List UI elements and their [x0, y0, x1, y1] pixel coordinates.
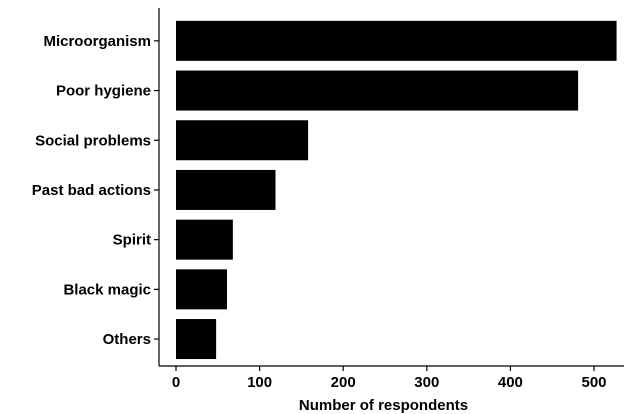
- y-tick-label: Social problems: [35, 132, 151, 149]
- bars-group: [176, 20, 617, 360]
- y-tick-label: Microorganism: [43, 33, 151, 50]
- y-tick-label: Poor hygiene: [56, 83, 151, 100]
- x-axis-ticks: 0 100 200 300 400 500: [172, 366, 607, 391]
- y-tick-label: Spirit: [113, 232, 151, 249]
- bar: [176, 120, 309, 161]
- y-tick-label: Black magic: [63, 281, 151, 298]
- x-tick-label: 300: [414, 374, 439, 391]
- bar: [176, 169, 276, 210]
- y-axis-ticks: Microorganism Poor hygiene Social problems…: [32, 33, 159, 348]
- x-tick-label: 400: [498, 374, 523, 391]
- bar: [176, 269, 227, 310]
- x-tick-label: 100: [247, 374, 272, 391]
- x-tick-label: 0: [172, 374, 180, 391]
- x-axis-title: Number of respondents: [299, 397, 468, 414]
- bar: [176, 319, 217, 360]
- bar: [176, 219, 233, 260]
- y-tick-label: Past bad actions: [32, 182, 151, 199]
- bar: [176, 70, 579, 111]
- bar: [176, 20, 617, 61]
- y-tick-label: Others: [103, 331, 151, 348]
- x-tick-label: 500: [581, 374, 606, 391]
- x-tick-label: 200: [331, 374, 356, 391]
